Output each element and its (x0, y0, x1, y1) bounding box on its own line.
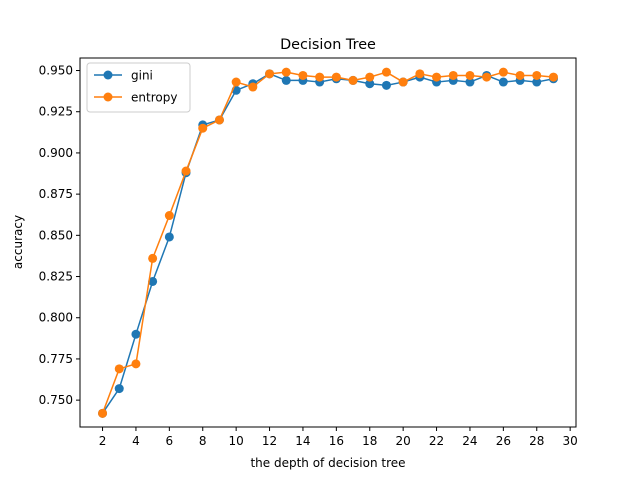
x-tick-label: 2 (99, 434, 107, 448)
data-point-entropy (164, 211, 174, 221)
data-point-entropy (214, 115, 224, 125)
data-point-entropy (298, 70, 308, 80)
x-tick-label: 18 (362, 434, 377, 448)
data-point-entropy (281, 67, 291, 77)
plot-area (98, 67, 558, 418)
y-tick-label: 0.850 (39, 228, 73, 242)
data-point-gini (532, 77, 542, 87)
y-axis-label: accuracy (11, 215, 25, 269)
x-tick-label: 10 (229, 434, 244, 448)
data-point-entropy (465, 70, 475, 80)
legend: gini entropy (86, 62, 191, 113)
series-line-gini (101, 73, 554, 414)
y-tick-label: 0.825 (39, 270, 73, 284)
x-tick-label: 28 (529, 434, 544, 448)
x-tick-label: 12 (262, 434, 277, 448)
x-axis-label: the depth of decision tree (250, 456, 405, 470)
data-point-entropy (98, 408, 108, 418)
x-tick-label: 26 (496, 434, 511, 448)
data-point-gini (114, 384, 124, 394)
series-line-entropy (101, 71, 554, 414)
data-point-entropy (498, 67, 508, 77)
y-tick-label: 0.750 (39, 393, 73, 407)
data-point-gini (381, 80, 391, 90)
x-tick-label: 6 (166, 434, 174, 448)
data-point-entropy (548, 72, 558, 82)
x-tick-label: 16 (329, 434, 344, 448)
legend-label-entropy: entropy (131, 91, 177, 105)
data-point-entropy (448, 70, 458, 80)
data-point-gini (131, 329, 141, 339)
data-point-entropy (248, 82, 258, 92)
y-tick-label: 0.950 (39, 64, 73, 78)
data-point-entropy (198, 123, 208, 133)
chart-title: Decision Tree (280, 37, 376, 53)
y-tick-label: 0.925 (39, 105, 73, 119)
data-point-gini (281, 75, 291, 85)
data-point-gini (365, 79, 375, 89)
data-point-entropy (515, 70, 525, 80)
y-tick-label: 0.875 (39, 187, 73, 201)
x-tick-label: 4 (132, 434, 140, 448)
data-point-entropy (432, 72, 442, 82)
data-point-gini (498, 77, 508, 87)
legend-marker-entropy (103, 92, 113, 102)
x-tick-label: 24 (462, 434, 477, 448)
data-point-entropy (415, 69, 425, 79)
data-point-gini (164, 232, 174, 242)
y-tick-label: 0.800 (39, 311, 73, 325)
data-point-entropy (181, 166, 191, 176)
legend-marker-gini (103, 70, 113, 80)
data-point-entropy (365, 72, 375, 82)
data-point-gini (148, 276, 158, 286)
y-axis: 0.750 0.775 0.800 0.825 0.850 0.875 0.900 0.925… (39, 64, 80, 407)
data-point-entropy (114, 364, 124, 374)
x-tick-label: 8 (199, 434, 207, 448)
x-tick-label: 20 (396, 434, 411, 448)
data-point-entropy (265, 69, 275, 79)
x-tick-label: 30 (563, 434, 578, 448)
data-point-entropy (398, 77, 408, 87)
y-tick-label: 0.775 (39, 352, 73, 366)
data-point-gini (465, 77, 475, 87)
data-point-entropy (331, 72, 341, 82)
data-point-entropy (348, 75, 358, 85)
data-point-entropy (532, 70, 542, 80)
y-tick-label: 0.900 (39, 146, 73, 160)
data-point-entropy (148, 253, 158, 263)
data-point-entropy (315, 72, 325, 82)
data-point-entropy (482, 72, 492, 82)
data-point-entropy (131, 359, 141, 369)
data-point-entropy (381, 67, 391, 77)
legend-label-gini: gini (131, 69, 153, 83)
x-tick-label: 14 (295, 434, 310, 448)
x-tick-label: 22 (429, 434, 444, 448)
series-entropy (98, 67, 558, 418)
data-point-entropy (231, 77, 241, 87)
x-axis: 2 4 6 8 10 12 14 16 18 20 22 24 26 28 30 (99, 427, 578, 448)
plot-frame (79, 57, 577, 428)
